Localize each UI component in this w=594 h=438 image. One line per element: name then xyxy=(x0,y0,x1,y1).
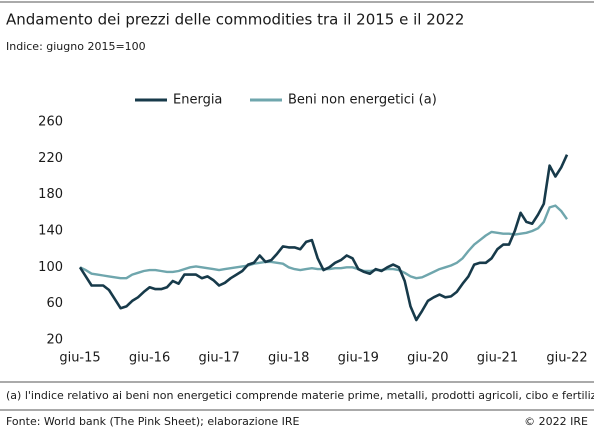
x-tick-label: giu-18 xyxy=(268,351,309,366)
y-tick-label: 100 xyxy=(38,260,63,275)
y-tick-label: 260 xyxy=(38,115,63,130)
series-line xyxy=(78,154,569,322)
y-tick-label: 20 xyxy=(46,333,63,348)
chart-subtitle: Indice: giugno 2015=100 xyxy=(6,40,146,53)
x-tick-label: giu-21 xyxy=(477,351,518,366)
legend-label: Beni non energetici (a) xyxy=(288,93,437,108)
legend-label: Energia xyxy=(173,93,222,108)
y-tick-label: 220 xyxy=(38,151,63,166)
x-tick-label: giu-19 xyxy=(338,351,379,366)
y-tick-label: 180 xyxy=(38,187,63,202)
chart-title: Andamento dei prezzi delle commodities t… xyxy=(6,11,464,29)
x-tick-label: giu-16 xyxy=(129,351,170,366)
x-tick-label: giu-15 xyxy=(59,351,100,366)
note: (a) l'indice relativo ai beni non energe… xyxy=(6,389,594,402)
x-tick-label: giu-17 xyxy=(198,351,239,366)
x-tick-label: giu-22 xyxy=(546,351,587,366)
y-tick-label: 140 xyxy=(38,224,63,239)
source: Fonte: World bank (The Pink Sheet); elab… xyxy=(6,415,300,428)
copyright: © 2022 IRE xyxy=(524,415,588,428)
y-tick-label: 60 xyxy=(46,296,63,311)
x-tick-label: giu-20 xyxy=(407,351,448,366)
